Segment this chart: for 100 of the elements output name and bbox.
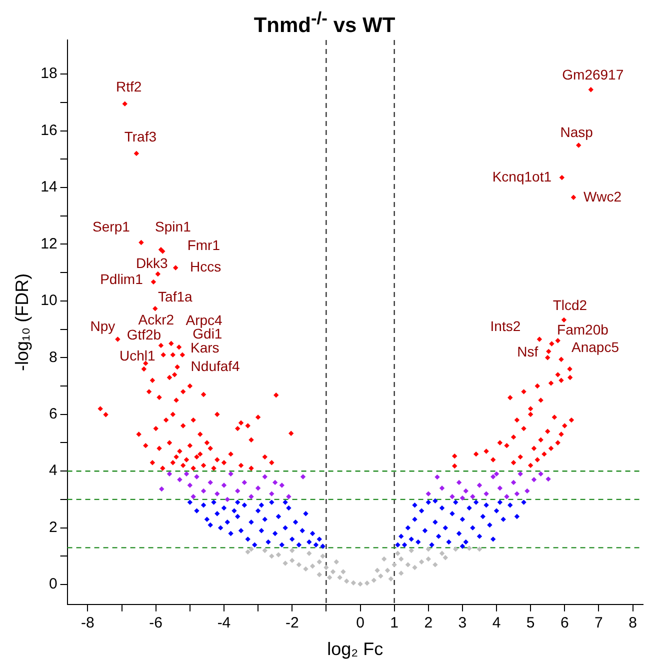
point bbox=[453, 546, 458, 552]
annotation: Anapc5 bbox=[572, 339, 620, 356]
x-tick-label: 3 bbox=[458, 614, 467, 632]
x-tick-label: 4 bbox=[492, 614, 501, 632]
point bbox=[382, 556, 387, 562]
point bbox=[364, 580, 370, 586]
y-axis-title: -log₁₀ (FDR) bbox=[12, 273, 32, 371]
point bbox=[320, 554, 326, 559]
point bbox=[392, 562, 397, 568]
point bbox=[358, 581, 363, 587]
point bbox=[524, 488, 530, 494]
point bbox=[398, 570, 404, 576]
point bbox=[242, 480, 248, 486]
point bbox=[371, 578, 376, 583]
point bbox=[439, 486, 445, 491]
point bbox=[344, 578, 350, 584]
point bbox=[296, 562, 302, 568]
annotation: Wwc2 bbox=[583, 188, 622, 204]
point bbox=[510, 480, 516, 486]
point bbox=[326, 574, 332, 580]
annotation: Ackr2 bbox=[138, 311, 174, 328]
point bbox=[310, 564, 316, 569]
point bbox=[439, 550, 445, 556]
x-tick-label: 6 bbox=[560, 614, 569, 632]
point bbox=[290, 558, 295, 564]
point bbox=[187, 482, 193, 488]
annotation: Kcnq1ot1 bbox=[492, 168, 552, 184]
point bbox=[194, 474, 200, 480]
annotation: Hccs bbox=[190, 258, 222, 275]
point bbox=[518, 471, 523, 477]
point bbox=[177, 477, 182, 482]
point bbox=[514, 491, 520, 496]
x-tick-label: 1 bbox=[390, 614, 398, 632]
y-tick-label: 16 bbox=[40, 122, 58, 139]
annotation: Arpc4 bbox=[186, 312, 223, 328]
annotation: Ints2 bbox=[490, 318, 521, 334]
y-tick-label: 12 bbox=[40, 235, 58, 252]
point bbox=[276, 552, 282, 558]
point bbox=[248, 546, 254, 552]
x-tick-label: 7 bbox=[594, 614, 603, 632]
annotation: Kars bbox=[190, 340, 220, 356]
point bbox=[279, 482, 284, 488]
y-tick-label: 2 bbox=[48, 518, 58, 536]
point bbox=[286, 494, 292, 500]
y-tick-label: 14 bbox=[40, 178, 58, 196]
annotation: Tlcd2 bbox=[552, 296, 588, 313]
point bbox=[224, 496, 230, 502]
annotation: Gm26917 bbox=[562, 66, 624, 82]
y-tick-label: 18 bbox=[40, 65, 58, 82]
x-tick-label: 2 bbox=[424, 614, 433, 632]
x-tick-label: 8 bbox=[628, 614, 637, 632]
point bbox=[337, 574, 342, 580]
point bbox=[432, 562, 438, 568]
point bbox=[166, 471, 172, 477]
annotation: Gdi1 bbox=[192, 326, 222, 342]
point bbox=[159, 486, 164, 492]
point bbox=[460, 495, 466, 501]
point bbox=[300, 474, 306, 480]
annotation: Npy bbox=[90, 318, 116, 334]
annotation: Fam20b bbox=[557, 322, 609, 338]
point bbox=[316, 572, 322, 578]
point bbox=[476, 482, 482, 488]
y-tick-label: 6 bbox=[48, 406, 58, 423]
point bbox=[248, 494, 254, 500]
annotation: Taf1a bbox=[158, 288, 193, 304]
point bbox=[255, 486, 261, 491]
x-tick-label: -6 bbox=[149, 614, 163, 632]
x-tick-label: -8 bbox=[81, 614, 94, 632]
point bbox=[490, 474, 496, 480]
point bbox=[374, 568, 380, 573]
x-tick-label: 0 bbox=[356, 614, 364, 632]
point bbox=[200, 488, 206, 494]
point bbox=[426, 491, 431, 496]
point bbox=[494, 471, 500, 477]
point bbox=[221, 482, 227, 488]
point bbox=[214, 491, 220, 496]
point bbox=[395, 550, 400, 556]
point bbox=[303, 566, 308, 572]
point bbox=[531, 477, 537, 482]
point bbox=[484, 491, 489, 496]
annotation: Rtf2 bbox=[116, 78, 142, 95]
point bbox=[262, 548, 268, 554]
point bbox=[350, 580, 356, 586]
annotation: Gtf2b bbox=[126, 326, 162, 342]
point bbox=[546, 476, 551, 482]
point bbox=[272, 480, 278, 486]
point bbox=[378, 573, 384, 579]
point bbox=[330, 569, 336, 574]
annotation: Uchl1 bbox=[119, 348, 156, 364]
point bbox=[426, 546, 431, 552]
point bbox=[262, 474, 268, 480]
point bbox=[442, 555, 448, 560]
point bbox=[476, 546, 482, 552]
point bbox=[245, 549, 250, 555]
point bbox=[269, 554, 274, 559]
point bbox=[235, 488, 240, 494]
point bbox=[418, 559, 424, 564]
point bbox=[434, 474, 440, 480]
point bbox=[324, 564, 329, 570]
point bbox=[208, 480, 213, 486]
